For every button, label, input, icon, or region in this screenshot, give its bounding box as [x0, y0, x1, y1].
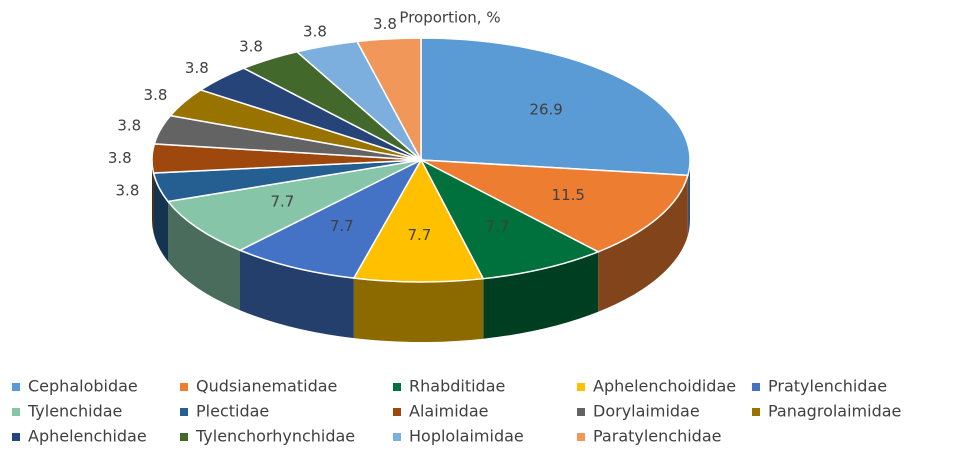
legend-label: Pratylenchidae	[768, 377, 887, 396]
slice	[238, 158, 423, 279]
legend-label: Plectidae	[196, 402, 269, 421]
data-label: 3.8	[116, 181, 140, 199]
legend-swatch	[577, 433, 585, 441]
legend-swatch	[180, 433, 188, 441]
legend-swatch	[12, 408, 20, 416]
slice-side	[598, 175, 688, 312]
slice-side	[168, 201, 240, 311]
slice-side	[153, 173, 169, 262]
side-walls	[152, 160, 690, 342]
legend-label: Tylenchorhynchidae	[195, 427, 355, 446]
legend-swatch	[577, 408, 585, 416]
data-label: 11.5	[552, 186, 585, 204]
legend-label: Cephalobidae	[28, 377, 138, 396]
legend-swatch	[180, 383, 188, 391]
slice	[166, 159, 422, 252]
data-label: 26.9	[529, 100, 562, 118]
data-label: 3.8	[117, 116, 141, 134]
slice	[355, 37, 422, 161]
legend-swatch	[12, 433, 20, 441]
data-label: 7.7	[270, 193, 294, 211]
slice-side	[239, 250, 354, 339]
slice-side	[483, 251, 599, 339]
data-label: 3.8	[239, 38, 263, 56]
slice-side	[687, 160, 690, 236]
data-label: 3.8	[185, 59, 209, 77]
data-label: 7.7	[330, 217, 354, 235]
legend-swatch	[393, 408, 401, 416]
legend-label: Alaimidae	[409, 402, 488, 421]
slice-side	[152, 160, 154, 234]
legend-label: Rhabditidae	[409, 377, 505, 396]
chart-title: Proportion, %	[399, 9, 500, 27]
legend-label: Aphelenchidae	[28, 427, 147, 446]
slice	[420, 37, 691, 177]
legend-label: Paratylenchidae	[593, 427, 721, 446]
legend-label: Qudsianematidae	[196, 377, 337, 396]
legend-swatch	[752, 383, 760, 391]
legend-label: Panagrolaimidae	[768, 402, 901, 421]
slice	[419, 158, 601, 280]
data-label: 7.7	[486, 218, 510, 236]
data-label: 3.8	[144, 86, 168, 104]
slice	[420, 159, 689, 253]
data-label: 7.7	[407, 226, 431, 244]
legend-swatch	[180, 408, 188, 416]
data-label: 3.8	[303, 23, 327, 41]
data-label: 3.8	[373, 15, 397, 33]
slice	[352, 158, 485, 283]
legend-label: Tylenchidae	[27, 402, 122, 421]
legend-swatch	[752, 408, 760, 416]
legend-swatch	[577, 383, 585, 391]
legend-swatch	[393, 383, 401, 391]
legend-swatch	[393, 433, 401, 441]
legend-label: Aphelenchoididae	[593, 377, 736, 396]
legend-label: Dorylaimidae	[593, 402, 700, 421]
legend-label: Hoplolaimidae	[409, 427, 524, 446]
slice-side	[353, 278, 484, 342]
data-label: 3.8	[108, 149, 132, 167]
legend-swatch	[12, 383, 20, 391]
